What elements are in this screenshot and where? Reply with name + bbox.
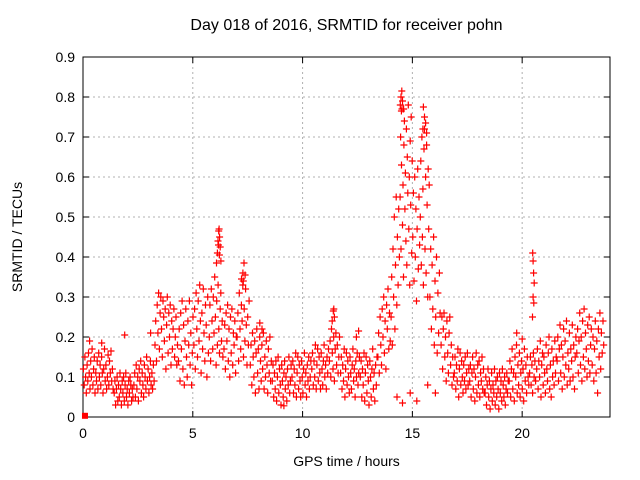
y-tick-label: 0.2 [56, 329, 76, 345]
y-tick-label: 0.4 [56, 249, 76, 265]
y-tick-label: 0.3 [56, 289, 76, 305]
scatter-points [79, 87, 608, 413]
plot-border [82, 56, 611, 418]
tick-marks [82, 56, 610, 418]
y-tick-label: 0.8 [56, 89, 76, 105]
grid-lines [83, 57, 610, 417]
y-tick-label: 0.6 [56, 169, 76, 185]
x-tick-label: 20 [514, 425, 530, 441]
chart-title: Day 018 of 2016, SRMTID for receiver poh… [190, 17, 503, 34]
y-tick-label: 0.9 [56, 49, 76, 65]
x-tick-label: 10 [295, 425, 311, 441]
y-tick-label: 0.7 [56, 129, 76, 145]
x-axis-label: GPS time / hours [293, 453, 400, 469]
origin-point-marker [81, 412, 88, 419]
y-tick-label: 0.1 [56, 369, 76, 385]
x-tick-label: 5 [189, 425, 197, 441]
x-tick-label: 15 [405, 425, 421, 441]
y-tick-label: 0 [67, 409, 75, 425]
y-tick-label: 0.5 [56, 209, 76, 225]
x-tick-label: 0 [79, 425, 87, 441]
